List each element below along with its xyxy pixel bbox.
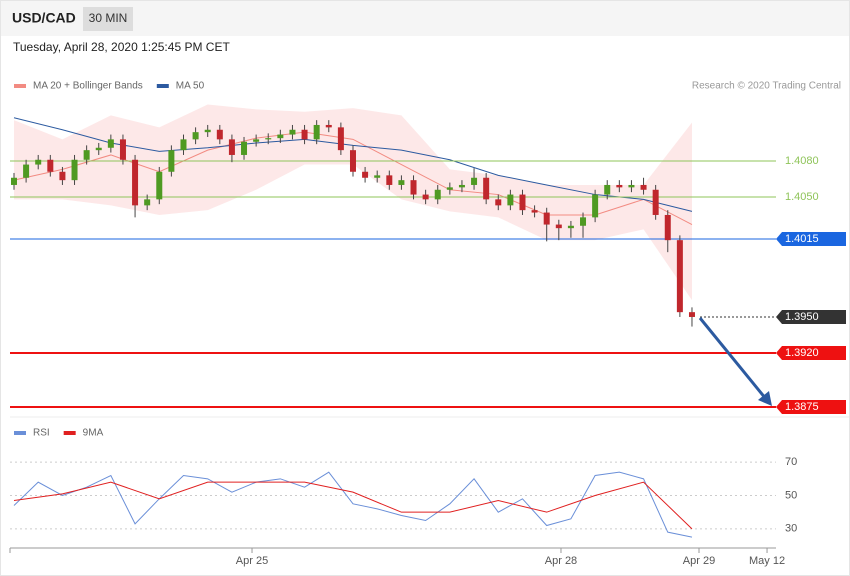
candle-body [543, 212, 550, 225]
timeframe[interactable]: 30 MIN [89, 11, 128, 25]
candle-body [325, 124, 332, 128]
level-label: 1.3950 [785, 311, 819, 323]
legend-label: MA 50 [176, 81, 205, 92]
rsi-line [13, 481, 693, 530]
candle-body [119, 139, 126, 160]
candle-layer [10, 120, 695, 327]
legend-swatch [156, 84, 169, 88]
candle-body [676, 240, 683, 313]
level-tag [776, 309, 846, 324]
candle-body [289, 129, 296, 135]
x-tick-label: Apr 29 [683, 555, 715, 567]
candle-body [313, 124, 320, 140]
rsi-tick-label: 30 [785, 523, 797, 535]
level-tag [776, 345, 846, 360]
candle-body [362, 171, 369, 178]
candle-body [192, 132, 199, 140]
level-label: 1.4050 [785, 191, 819, 203]
candle-body [567, 225, 574, 229]
candle-body [168, 150, 175, 172]
legend-swatch [63, 431, 76, 435]
candle-body [410, 180, 417, 195]
legend-swatch [14, 84, 26, 88]
level-label: 1.3875 [785, 401, 819, 413]
candle-body [458, 184, 465, 188]
candle-body [95, 147, 102, 151]
rsi-tick-label: 70 [785, 456, 797, 468]
candle-body [374, 175, 381, 178]
candle-body [628, 184, 635, 188]
timeframe-badge[interactable] [83, 7, 133, 31]
legend-label: 9MA [83, 428, 104, 439]
candle-body [10, 177, 17, 185]
candle-body [398, 180, 405, 185]
level-label: 1.4015 [785, 233, 819, 245]
candle-body [35, 159, 42, 165]
candle-body [664, 214, 671, 241]
candle-body [71, 159, 78, 181]
candle-body [519, 194, 526, 211]
level-label: 1.4080 [785, 155, 819, 167]
rsi-line [13, 471, 693, 538]
candle-body [277, 134, 284, 139]
candle-body [83, 150, 90, 160]
candle-body [422, 194, 429, 200]
level-label: 1.3920 [785, 347, 819, 359]
candle-body [265, 138, 272, 140]
level-tag [776, 231, 846, 246]
forecast-arrow [698, 317, 768, 400]
candle-body [349, 150, 356, 172]
copyright: Research © 2020 Trading Central [692, 81, 841, 92]
candle-body [507, 194, 514, 206]
candle-body [616, 184, 623, 188]
candle-body [604, 184, 611, 195]
legend-label: MA 20 + Bollinger Bands [33, 81, 143, 92]
candle-body [555, 224, 562, 229]
header [1, 1, 849, 36]
candle-body [531, 210, 538, 213]
candle-body [228, 139, 235, 155]
candle-body [446, 187, 453, 190]
legend-swatch [14, 431, 26, 435]
candle-body [47, 159, 54, 172]
candle-body [434, 189, 441, 200]
candle-body [59, 171, 66, 181]
arrow-head [758, 391, 772, 406]
candle-body [144, 199, 151, 206]
subtitle: Tuesday, April 28, 2020 1:25:45 PM CET [13, 40, 230, 54]
candle-body [471, 177, 478, 185]
candle-body [688, 312, 695, 317]
x-tick-label: May 12 [749, 555, 785, 567]
legend-label: RSI [33, 428, 50, 439]
candle-body [204, 129, 211, 133]
rsi-tick-label: 50 [785, 489, 797, 501]
rsi-layer: 70 50 30 RSI 9MA [10, 428, 797, 538]
x-tick-label: Apr 25 [236, 555, 268, 567]
level-tag [776, 399, 846, 414]
candle-body [216, 129, 223, 140]
candle-body [23, 164, 30, 178]
candle-body [592, 194, 599, 218]
candle-body [580, 217, 587, 226]
candle-body [241, 141, 248, 155]
candle-body [337, 127, 344, 151]
candle-body [253, 139, 260, 142]
x-tick-label: Apr 28 [545, 555, 577, 567]
candle-body [107, 139, 114, 148]
candle-body [386, 175, 393, 185]
candle-body [180, 139, 187, 151]
candle-body [156, 171, 163, 200]
candle-body [301, 129, 308, 140]
candle-body [640, 184, 647, 190]
candle-body [483, 177, 490, 200]
candle-body [495, 199, 502, 206]
candle-body [132, 159, 139, 206]
symbol: USD/CAD [12, 10, 76, 26]
candle-body [652, 189, 659, 215]
